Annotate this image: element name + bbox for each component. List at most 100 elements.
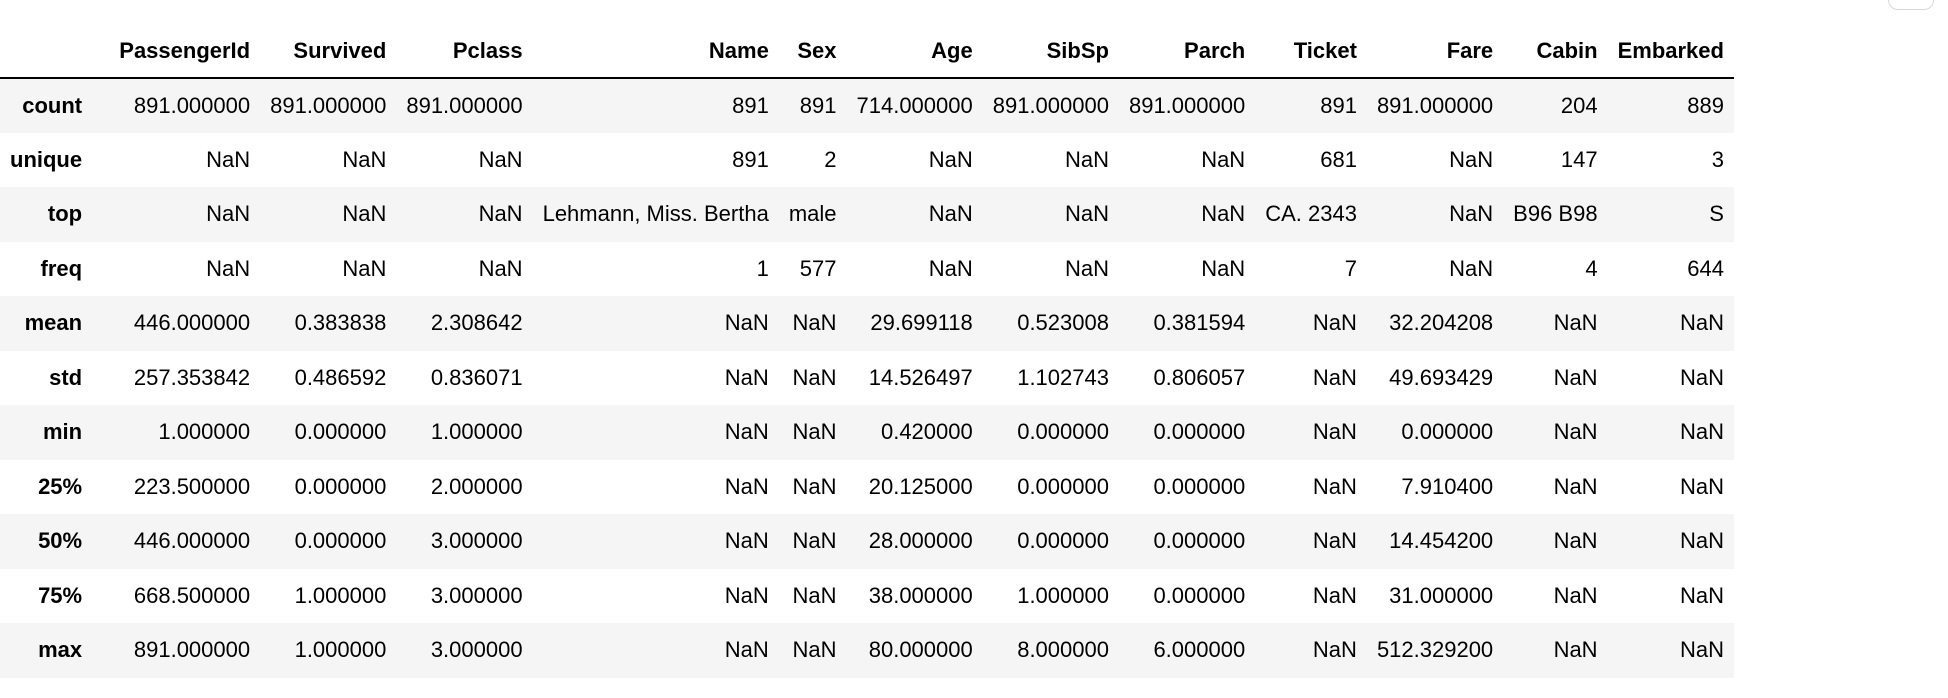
column-header: Fare (1366, 24, 1504, 79)
describe-table: PassengerId Survived Pclass Name Sex Age SibSp… (0, 24, 1734, 678)
corner-control[interactable] (1888, 0, 1934, 10)
table-cell: NaN (206, 146, 251, 172)
table-cell: 2.308642 (430, 310, 523, 336)
table-cell: 0.000000 (1017, 528, 1109, 554)
table-cell: 0.000000 (294, 419, 387, 445)
table-cell: 147 (1560, 146, 1598, 172)
table-cell: NaN (1553, 473, 1598, 499)
table-cell: 0.486592 (294, 364, 387, 390)
table-cell: NaN (1064, 201, 1109, 227)
table-cell: 3.000000 (430, 637, 523, 663)
column-header: Cabin (1503, 24, 1608, 79)
table-cell: 0.000000 (1153, 528, 1246, 554)
table-cell: NaN (724, 310, 769, 336)
table-cell: NaN (1312, 419, 1357, 445)
table-cell: NaN (792, 637, 837, 663)
table-cell: NaN (1679, 473, 1724, 499)
table-cell: Lehmann, Miss. Bertha (542, 201, 769, 227)
table-cell: 668.500000 (133, 582, 251, 608)
row-label: top (47, 201, 83, 227)
table-cell: 7 (1344, 255, 1357, 281)
table-cell: NaN (1064, 146, 1109, 172)
table-cell: B96 B98 (1513, 201, 1598, 227)
table-cell: 891 (1320, 92, 1357, 118)
table-cell: NaN (724, 582, 769, 608)
table-cell: 0.000000 (294, 528, 387, 554)
table-cell: 446.000000 (133, 310, 251, 336)
table-cell: 6.000000 (1153, 637, 1246, 663)
table-cell: 0.000000 (1153, 419, 1246, 445)
table-cell: 0.383838 (294, 310, 387, 336)
table-cell: 1.000000 (1017, 582, 1109, 608)
table-cell: NaN (724, 528, 769, 554)
table-cell: NaN (1553, 582, 1598, 608)
table-cell: 891.000000 (992, 92, 1109, 118)
table-cell: 891.000000 (133, 637, 251, 663)
table-cell: 577 (799, 255, 837, 281)
table-cell: 0.806057 (1153, 364, 1246, 390)
table-cell: NaN (1064, 255, 1109, 281)
column-header: Ticket (1255, 24, 1367, 79)
table-cell: NaN (792, 310, 837, 336)
table-cell: 714.000000 (856, 92, 973, 118)
table-cell: NaN (792, 473, 837, 499)
table-cell: NaN (1679, 582, 1724, 608)
table-cell: 28.000000 (868, 528, 973, 554)
table-cell: CA. 2343 (1265, 201, 1357, 227)
row-label: min (42, 419, 83, 445)
table-cell: NaN (1312, 637, 1357, 663)
table-cell: NaN (928, 201, 973, 227)
row-label: mean (24, 310, 83, 336)
table-cell: 32.204208 (1389, 310, 1494, 336)
table-cell: 0.000000 (1401, 419, 1494, 445)
table-cell: 681 (1320, 146, 1357, 172)
table-cell: NaN (1679, 528, 1724, 554)
table-cell: 0.836071 (430, 364, 523, 390)
table-cell: NaN (1449, 146, 1494, 172)
table-cell: 0.000000 (1017, 473, 1109, 499)
table-cell: NaN (1553, 310, 1598, 336)
table-cell: 2 (824, 146, 837, 172)
table-cell: NaN (206, 201, 251, 227)
table-cell: NaN (478, 146, 523, 172)
table-cell: 1.000000 (294, 582, 387, 608)
row-label: std (49, 364, 83, 390)
table-cell: 1.000000 (294, 637, 387, 663)
column-header: Pclass (396, 24, 533, 79)
table-cell: 3 (1711, 146, 1724, 172)
table-row: 50% 446.000000 0.000000 3.000000 NaN NaN 28.00… (0, 514, 1734, 569)
table-cell: NaN (1201, 255, 1246, 281)
table-cell: NaN (928, 255, 973, 281)
table-cell: 446.000000 (133, 528, 251, 554)
table-cell: NaN (724, 419, 769, 445)
table-cell: NaN (724, 637, 769, 663)
table-body: count 891.000000 891.000000 891.000000 891 89… (0, 78, 1734, 678)
column-header: Survived (260, 24, 397, 79)
table-cell: NaN (1553, 364, 1598, 390)
table-cell: NaN (342, 255, 387, 281)
table-row: std 257.353842 0.486592 0.836071 NaN NaN 14.52… (0, 350, 1734, 405)
table-cell: NaN (206, 255, 251, 281)
table-cell: 20.125000 (868, 473, 973, 499)
table-row: 75% 668.500000 1.000000 3.000000 NaN NaN 38.00… (0, 568, 1734, 623)
table-cell: NaN (1679, 419, 1724, 445)
row-label: 50% (38, 528, 83, 554)
table-cell: 0.000000 (294, 473, 387, 499)
table-cell: NaN (1312, 473, 1357, 499)
column-header: Age (846, 24, 983, 79)
table-cell: 1.000000 (158, 419, 251, 445)
table-cell: 0.523008 (1017, 310, 1109, 336)
table-cell: NaN (1679, 637, 1724, 663)
table-cell: NaN (1312, 582, 1357, 608)
table-cell: 14.454200 (1389, 528, 1494, 554)
table-cell: NaN (1553, 528, 1598, 554)
table-cell: male (788, 201, 837, 227)
table-cell: NaN (1312, 364, 1357, 390)
table-cell: NaN (1679, 310, 1724, 336)
table-cell: 3.000000 (430, 582, 523, 608)
row-label: unique (10, 146, 83, 172)
column-header: PassengerId (92, 24, 261, 79)
table-cell: 1.102743 (1017, 364, 1109, 390)
table-cell: NaN (792, 582, 837, 608)
table-cell: NaN (928, 146, 973, 172)
